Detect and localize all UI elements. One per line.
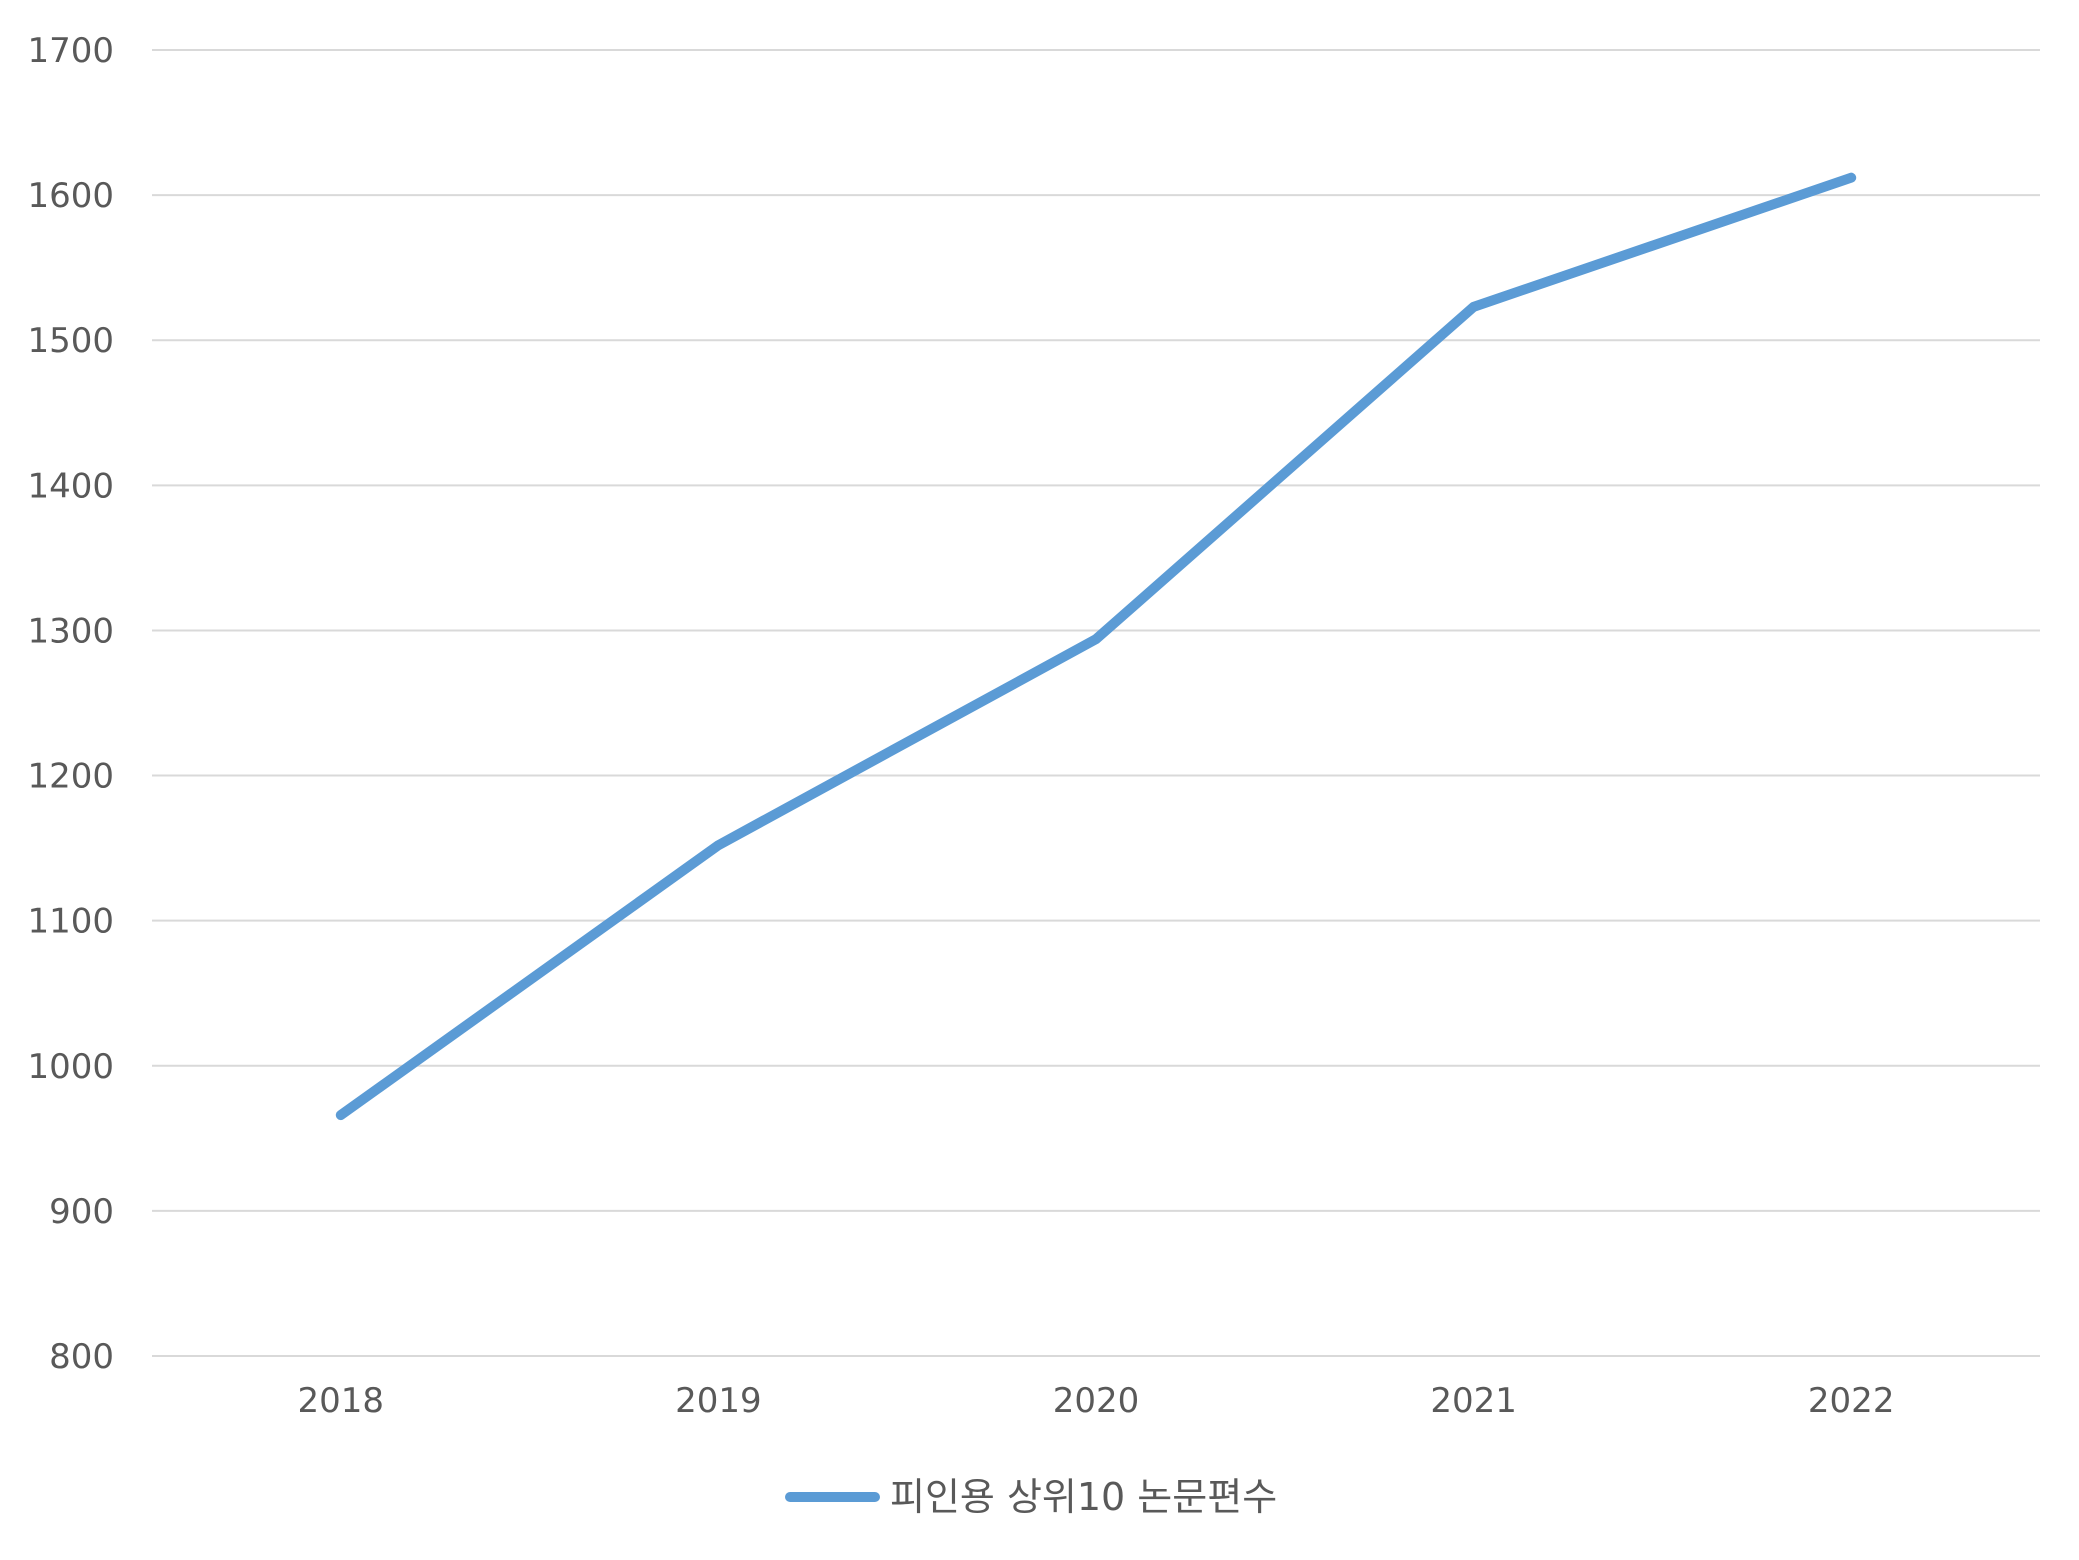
legend-label: 피인용 상위10 논문편수: [890, 1475, 1277, 1519]
y-tick-label: 1500: [27, 321, 114, 361]
y-tick-label: 900: [49, 1192, 114, 1232]
x-tick-label: 2022: [1808, 1381, 1895, 1421]
y-tick-label: 1000: [27, 1047, 114, 1087]
x-tick-label: 2020: [1053, 1381, 1140, 1421]
y-tick-label: 1700: [27, 31, 114, 71]
y-tick-label: 800: [49, 1337, 114, 1377]
y-axis: 800 900 1000 1100 1200 1300 1400 1500 1600 1700: [27, 31, 114, 1377]
y-tick-label: 1300: [27, 611, 114, 651]
y-tick-label: 1100: [27, 902, 114, 942]
series-line: [335, 172, 1857, 1121]
x-tick-label: 2018: [298, 1381, 385, 1421]
y-tick-label: 1400: [27, 466, 114, 506]
gridlines: [152, 49, 2040, 1357]
x-axis: 2018 2019 2020 2021 2022: [298, 1381, 1895, 1421]
series-layer: [335, 172, 1857, 1121]
y-tick-label: 1200: [27, 757, 114, 797]
x-tick-label: 2019: [675, 1381, 762, 1421]
x-tick-label: 2021: [1430, 1381, 1517, 1421]
legend: 피인용 상위10 논문편수: [785, 1475, 1277, 1519]
y-tick-label: 1600: [27, 176, 114, 216]
